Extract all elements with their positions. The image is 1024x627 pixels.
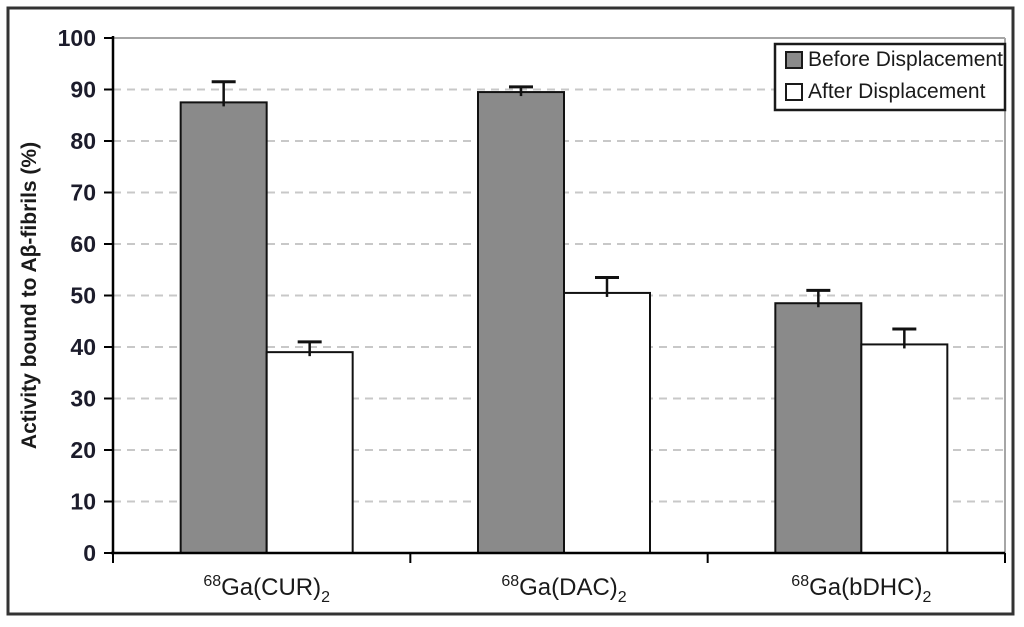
bar-after-0 [265, 351, 354, 554]
bar-after-1 [563, 291, 651, 554]
y-tick-label-80: 80 [70, 128, 96, 154]
y-tick-label-10: 10 [70, 489, 96, 515]
legend-box [773, 42, 1007, 112]
bar-after-2 [860, 343, 949, 554]
y-tick-label-60: 60 [70, 231, 96, 257]
y-tick-label-30: 30 [70, 386, 96, 412]
y-tick-label-40: 40 [70, 334, 96, 360]
y-tick-label-20: 20 [70, 437, 96, 463]
y-tick-label-0: 0 [83, 540, 96, 566]
category-label-0: 68Ga(CUR)2 [203, 573, 330, 606]
bar-before-2 [774, 302, 863, 554]
legend: Before Displacement After Displacement [773, 42, 1007, 112]
y-tick-label-100: 100 [58, 25, 96, 51]
legend-label-before: Before Displacement [808, 48, 1003, 71]
category-label-1: 68Ga(DAC)2 [501, 573, 626, 606]
chart-outer-border [6, 6, 1015, 616]
y-tick-label-70: 70 [70, 180, 96, 206]
y-axis-title: Activity bound to Aβ-fibrils (%) [18, 142, 41, 449]
legend-swatch-after [785, 83, 803, 101]
legend-swatch-before [785, 51, 803, 69]
legend-label-after: After Displacement [808, 80, 986, 103]
y-tick-label-50: 50 [70, 283, 96, 309]
y-tick-label-90: 90 [70, 77, 96, 103]
category-label-2: 68Ga(bDHC)2 [791, 573, 931, 606]
bar-before-1 [477, 91, 565, 554]
bar-before-0 [179, 101, 268, 554]
